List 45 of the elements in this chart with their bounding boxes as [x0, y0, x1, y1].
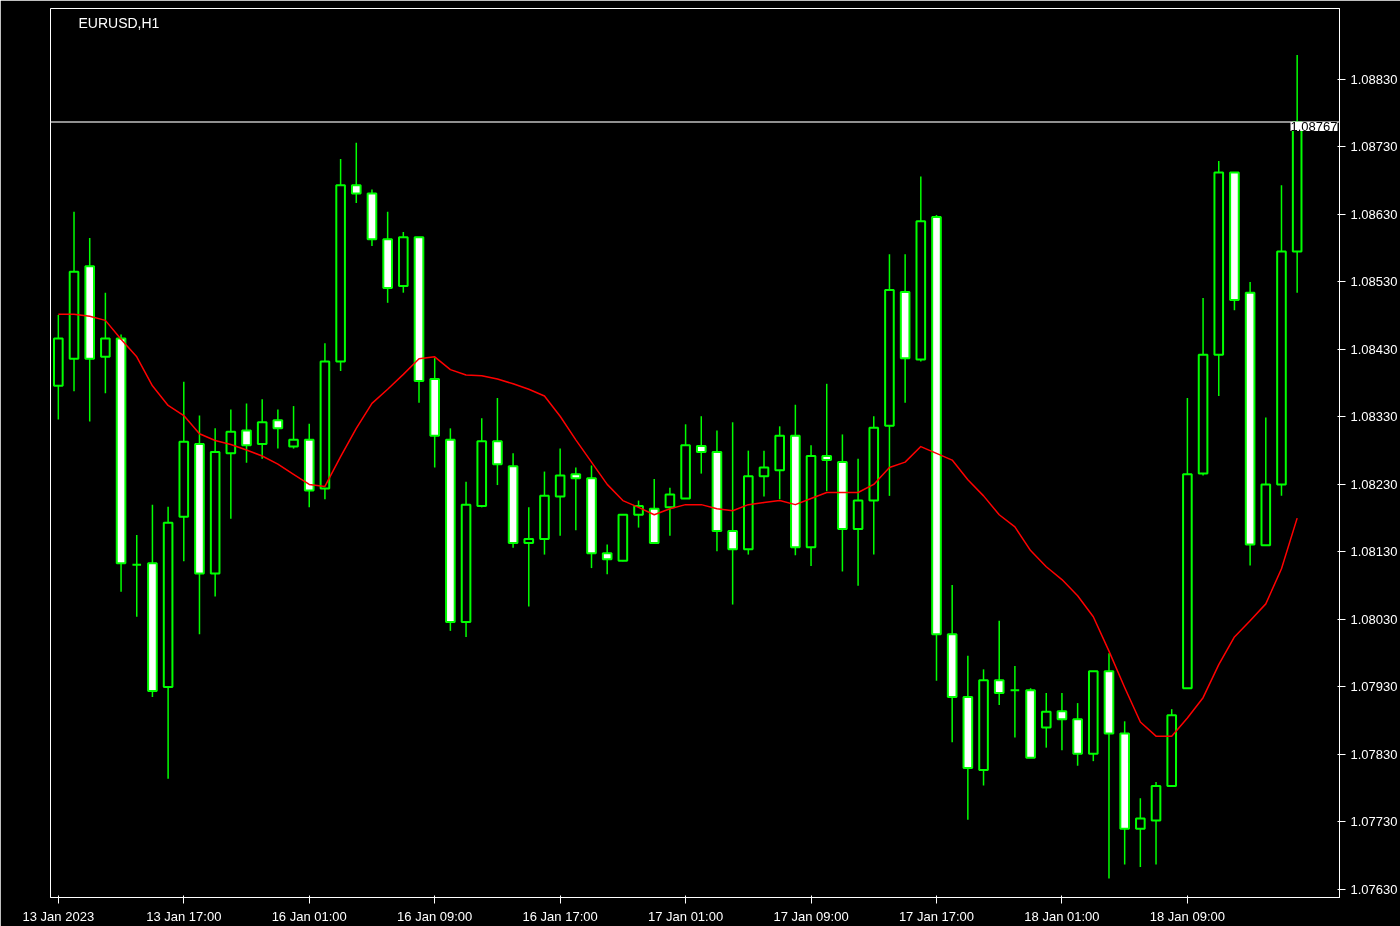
candlestick	[570, 466, 582, 532]
candlestick	[601, 543, 613, 575]
x-tick-label: 17 Jan 17:00	[898, 908, 975, 924]
y-tick-label: 1.08430	[1350, 341, 1398, 357]
y-tick-label: 1.08030	[1350, 611, 1398, 627]
candlestick	[554, 447, 566, 537]
x-tick-label: 18 Jan 09:00	[1149, 908, 1225, 924]
x-tick-label: 18 Jan 01:00	[1024, 908, 1100, 924]
candlestick	[695, 415, 707, 475]
y-tick-label: 1.07630	[1350, 881, 1398, 897]
y-tick-label: 1.08330	[1350, 409, 1398, 425]
candlestick	[1056, 692, 1068, 752]
x-tick-label: 16 Jan 01:00	[271, 908, 347, 924]
candlestick	[993, 619, 1005, 706]
candlestick	[100, 291, 111, 395]
x-tick-label: 17 Jan 09:00	[773, 908, 849, 924]
y-tick-label: 1.07730	[1350, 814, 1398, 830]
candlestick	[492, 397, 503, 486]
y-tick-label: 1.08530	[1350, 274, 1398, 290]
candlestick	[1135, 797, 1146, 868]
y-tick-label: 1.08630	[1350, 206, 1398, 222]
ref-line-label: 1.08767	[1290, 118, 1338, 134]
line-series	[57, 313, 1298, 737]
candlestick	[821, 383, 833, 492]
y-tick-label: 1.07830	[1350, 746, 1398, 762]
candlestick	[241, 402, 252, 464]
candlestick	[272, 408, 284, 450]
text: EURUSD,H1	[78, 14, 160, 31]
y-tick-label: 1.08230	[1350, 476, 1398, 492]
candlestick	[1040, 692, 1052, 749]
candlestick	[256, 398, 268, 460]
x-tick-label: 16 Jan 09:00	[397, 908, 473, 924]
y-tick-label: 1.07930	[1350, 679, 1398, 695]
x-tick-label: 16 Jan 17:00	[522, 908, 598, 924]
candlestick	[288, 405, 299, 450]
y-tick-label: 1.08730	[1350, 139, 1398, 155]
x-tick-label: 13 Jan 17:00	[146, 908, 222, 924]
x-tick-label: 13 Jan 2023	[22, 908, 95, 924]
candlestick	[350, 142, 362, 204]
x-tick-label: 17 Jan 01:00	[648, 908, 724, 924]
candlestick	[523, 506, 535, 608]
y-tick-label: 1.08130	[1350, 544, 1398, 560]
candlestick	[727, 421, 738, 606]
y-tick-label: 1.08830	[1350, 71, 1398, 87]
candlestick	[758, 449, 770, 498]
